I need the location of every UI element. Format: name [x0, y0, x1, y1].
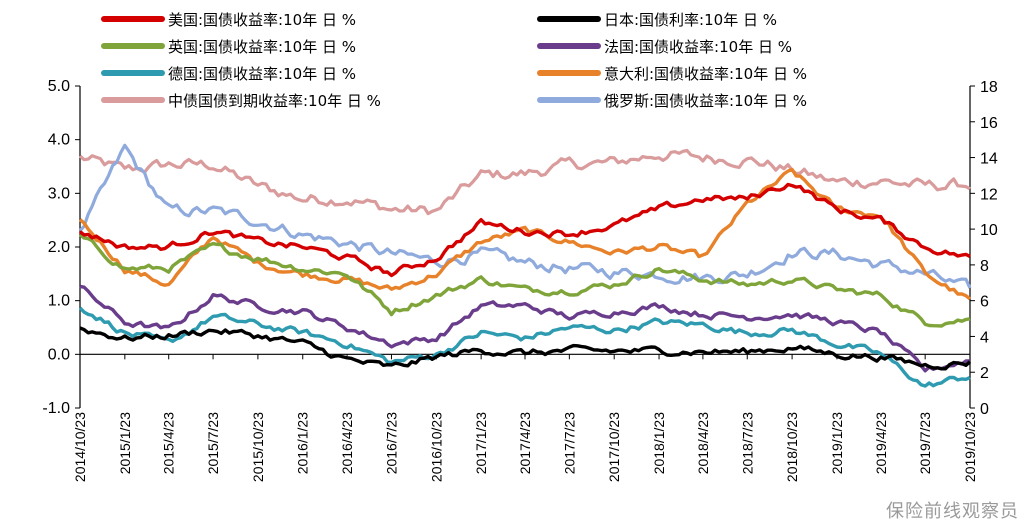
x-tick-label: 2018/1/23: [651, 412, 667, 474]
series-layer: [78, 143, 972, 388]
right-tick-label: 18: [980, 79, 998, 96]
legend-label: 俄罗斯:国债收益率:10年 日 %: [604, 92, 807, 110]
left-tick-label: 3.0: [48, 185, 70, 202]
legend-label: 美国:国债收益率:10年 日 %: [168, 11, 356, 29]
x-tick-label: 2019/1/23: [829, 412, 845, 474]
series-line-4: [78, 306, 971, 388]
legend-label: 英国:国债收益率:10年 日 %: [168, 38, 356, 56]
x-tick-label: 2015/1/23: [117, 412, 133, 474]
series-line-5: [78, 167, 972, 301]
right-tick-label: 0: [980, 401, 989, 418]
x-tick-label: 2015/7/23: [205, 412, 221, 474]
right-tick-label: 2: [980, 365, 989, 382]
x-tick-label: 2019/7/23: [917, 412, 933, 474]
right-tick-label: 12: [980, 186, 998, 203]
right-tick-label: 14: [980, 151, 998, 168]
right-tick-label: 16: [980, 115, 998, 132]
legend: 美国:国债收益率:10年 日 % 日本:国债利率:10年 日 % 英国:国债收益率:…: [101, 11, 807, 110]
x-tick-label: 2019/4/23: [873, 412, 889, 474]
legend-label: 法国:国债收益率:10年 日 %: [604, 38, 792, 56]
legend-label: 中债国债到期收益率:10年 日 %: [168, 92, 381, 110]
x-tick-label: 2016/7/23: [383, 412, 399, 474]
x-tick-label: 2016/10/23: [428, 412, 444, 482]
left-tick-label: 5.0: [48, 78, 70, 95]
left-tick-label: 0.0: [48, 346, 70, 363]
x-tick-label: 2016/4/23: [339, 412, 355, 474]
right-tick-label: 6: [980, 294, 989, 311]
left-tick-label: -1.0: [42, 400, 70, 417]
right-tick-label: 10: [980, 222, 998, 239]
legend-label: 德国:国债收益率:10年 日 %: [168, 65, 356, 83]
x-tick-label: 2015/4/23: [161, 412, 177, 474]
left-tick-label: 2.0: [48, 239, 70, 256]
x-tick-label: 2017/10/23: [606, 412, 622, 482]
series-line-7: [78, 143, 972, 289]
x-tick-label: 2016/1/23: [295, 412, 311, 474]
x-tick-label: 2019/10/23: [962, 412, 978, 482]
x-tick-label: 2017/4/23: [517, 412, 533, 474]
series-line-2: [78, 233, 971, 328]
x-tick-label: 2017/7/23: [561, 412, 577, 474]
series-line-0: [78, 182, 971, 278]
legend-label: 意大利:国债收益率:10年 日 %: [604, 65, 807, 83]
right-tick-label: 8: [980, 258, 989, 275]
x-tick-label: 2018/7/23: [739, 412, 755, 474]
axes: 5.04.03.02.01.00.0-1.0181614121086420201…: [42, 78, 997, 482]
x-tick-label: 2018/10/23: [784, 412, 800, 482]
x-tick-label: 2015/10/23: [250, 412, 266, 482]
right-tick-label: 4: [980, 329, 989, 346]
left-tick-label: 4.0: [48, 132, 70, 149]
x-tick-label: 2014/10/23: [72, 412, 88, 482]
x-tick-label: 2018/4/23: [695, 412, 711, 474]
legend-label: 日本:国债利率:10年 日 %: [604, 11, 777, 29]
left-tick-label: 1.0: [48, 293, 70, 310]
series-line-6: [78, 148, 971, 216]
watermark-text: 保险前线观察员: [886, 501, 1019, 522]
series-line-3: [79, 284, 971, 373]
series-line-1: [79, 326, 972, 371]
x-tick-label: 2017/1/23: [473, 412, 489, 474]
